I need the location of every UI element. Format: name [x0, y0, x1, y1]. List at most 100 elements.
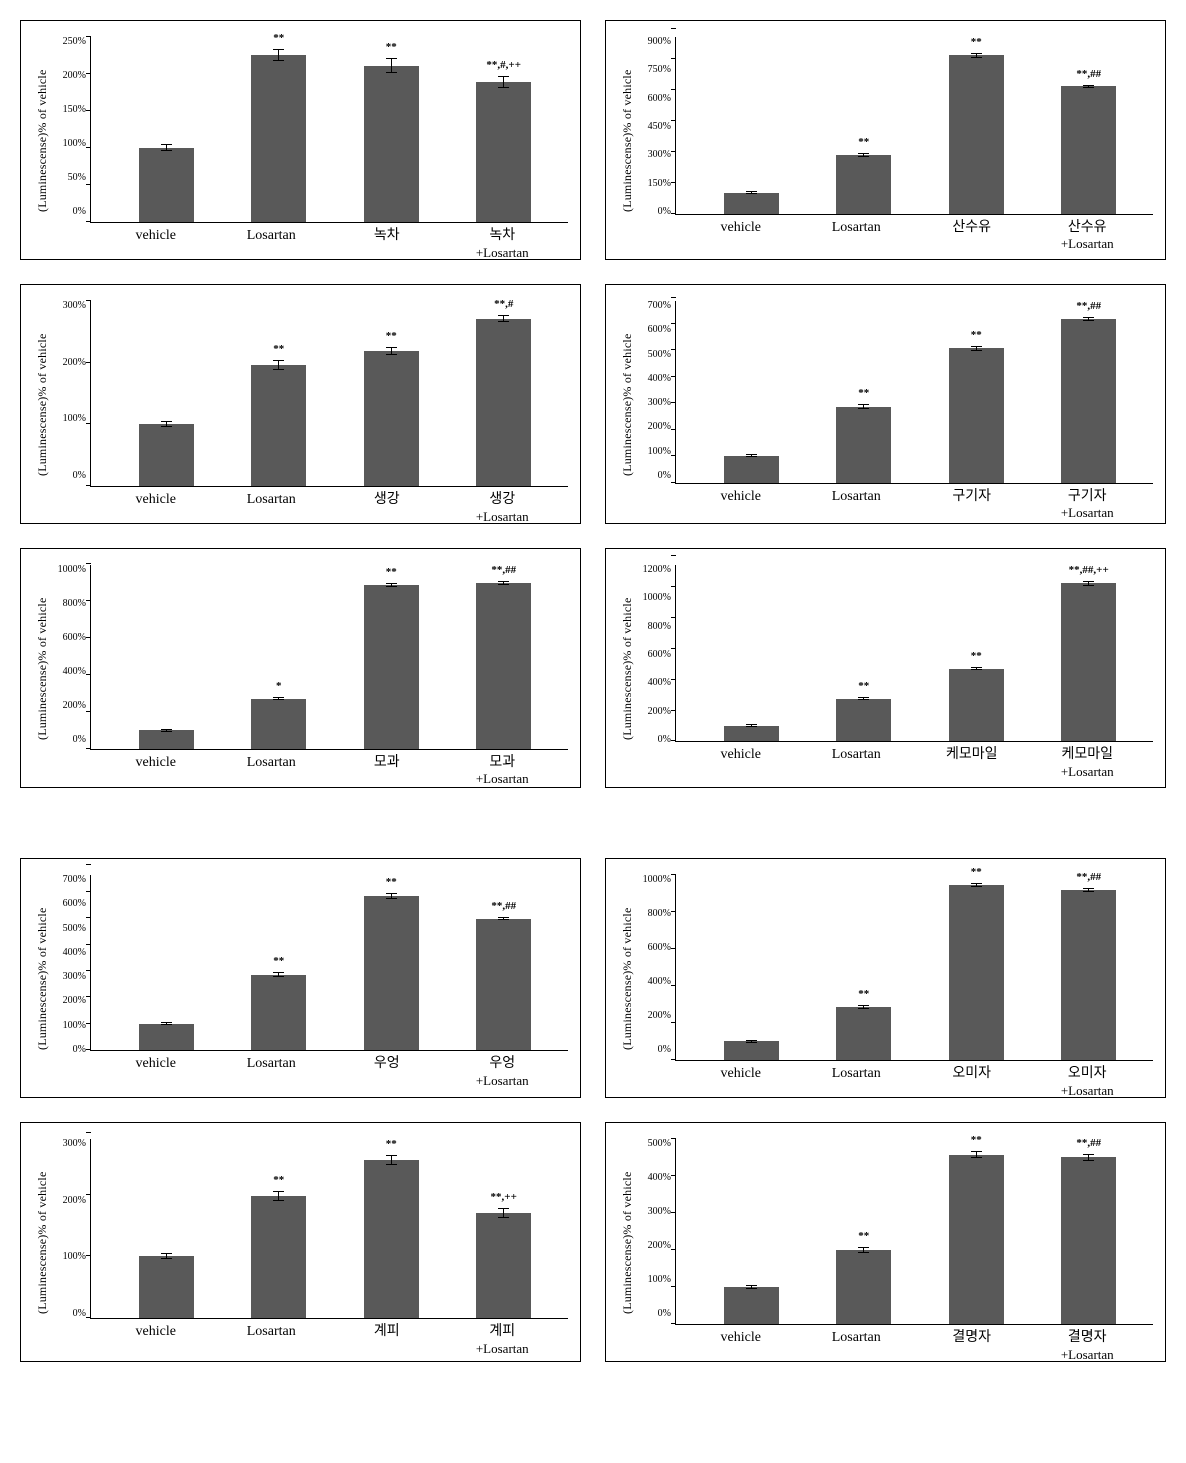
bar: [139, 730, 194, 749]
error-bar: [751, 1040, 752, 1043]
bar-column: **: [926, 651, 1027, 742]
bar: [476, 919, 531, 1051]
error-bar: [278, 49, 279, 61]
error-bar: [863, 404, 864, 409]
x-tick-line1: 오미자: [1036, 1065, 1138, 1083]
x-tick-line1: 우엉: [451, 1055, 553, 1073]
significance-marker: **,##,++: [1069, 565, 1109, 579]
bar-column: [116, 405, 217, 486]
x-tick-label: 케모마일+Losartan: [1036, 746, 1138, 780]
y-tick-mark: [86, 996, 91, 997]
y-tick-label: 300%: [63, 972, 86, 982]
x-tick-line2: +Losartan: [1036, 1083, 1138, 1099]
y-tick-label: 500%: [648, 1139, 671, 1149]
y-tick-mark: [86, 73, 91, 74]
y-tick-label: 0%: [73, 1045, 86, 1055]
bar: [949, 55, 1004, 213]
bar-column: **: [341, 877, 442, 1050]
x-tick-label: Losartan: [805, 1329, 907, 1363]
y-tick-mark: [671, 1059, 676, 1060]
bar-column: **: [813, 388, 914, 482]
y-tick-mark: [86, 1049, 91, 1050]
y-axis-ticks: 300%200%100%0%: [52, 1139, 90, 1319]
bar: [724, 456, 779, 483]
x-tick-label: 우엉+Losartan: [451, 1055, 553, 1089]
y-tick-mark: [671, 349, 676, 350]
x-tick-line2: +Losartan: [451, 1073, 553, 1089]
y-tick-label: 400%: [648, 1173, 671, 1183]
significance-marker: **: [273, 956, 284, 970]
y-tick-label: 200%: [63, 358, 86, 368]
bar: [836, 155, 891, 214]
bar-column: [116, 713, 217, 749]
y-tick-mark: [671, 1212, 676, 1213]
bar: [949, 1155, 1004, 1324]
y-tick-mark: [86, 362, 91, 363]
bar-column: [116, 1006, 217, 1050]
x-tick-line1: 녹차: [451, 227, 553, 245]
y-axis-ticks: 700%600%500%400%300%200%100%0%: [637, 301, 675, 481]
plot-wrap: ******,++vehicleLosartan계피계피+Losartan: [90, 1133, 568, 1353]
y-tick-mark: [86, 944, 91, 945]
bar: [364, 66, 419, 222]
bar-column: [701, 438, 802, 482]
x-axis-labels: vehicleLosartan산수유산수유+Losartan: [675, 215, 1153, 253]
x-tick-label: Losartan: [805, 746, 907, 780]
y-tick-mark: [86, 970, 91, 971]
y-tick-label: 300%: [648, 1207, 671, 1217]
bar: [836, 1250, 891, 1324]
bar-column: **: [341, 567, 442, 749]
error-bar: [503, 917, 504, 920]
bar-column: *: [228, 681, 329, 749]
plot-area: ******,#: [90, 301, 568, 487]
y-tick-label: 150%: [648, 179, 671, 189]
y-tick-mark: [671, 1022, 676, 1023]
y-tick-label: 0%: [658, 1045, 671, 1055]
y-tick-mark: [86, 600, 91, 601]
chart-panel-9: (Luminescense)% of vehicle500%400%300%20…: [605, 1122, 1166, 1362]
plot-wrap: ******,##,++vehicleLosartan케모마일케모마일+Losa…: [675, 559, 1153, 779]
y-tick-label: 0%: [658, 1309, 671, 1319]
significance-marker: **: [273, 344, 284, 358]
error-bar: [166, 729, 167, 732]
bar: [1061, 319, 1116, 482]
y-tick-label: 0%: [658, 735, 671, 745]
chart-body: (Luminescense)% of vehicle250%200%150%10…: [33, 31, 568, 251]
error-bar: [976, 53, 977, 58]
x-tick-label: 결명자: [921, 1329, 1023, 1363]
y-tick-label: 200%: [63, 701, 86, 711]
chart-body: (Luminescense)% of vehicle1000%800%600%4…: [33, 559, 568, 779]
bar-column: **: [228, 33, 329, 222]
y-tick-label: 0%: [73, 207, 86, 217]
bar: [139, 424, 194, 486]
plot-area: ******,##: [675, 875, 1153, 1061]
chart-body: (Luminescense)% of vehicle300%200%100%0%…: [33, 1133, 568, 1353]
bar: [1061, 890, 1116, 1060]
significance-marker: **: [971, 651, 982, 665]
row-spacer: [20, 812, 1166, 834]
y-tick-mark: [671, 213, 676, 214]
x-tick-label: Losartan: [220, 754, 322, 788]
bar: [476, 319, 531, 486]
y-tick-mark: [671, 182, 676, 183]
y-tick-mark: [86, 1132, 91, 1133]
x-tick-line2: +Losartan: [1036, 236, 1138, 252]
plot-wrap: ******,##vehicleLosartan산수유산수유+Losartan: [675, 31, 1153, 251]
x-tick-label: 오미자+Losartan: [1036, 1065, 1138, 1099]
significance-marker: **,##: [491, 565, 516, 579]
bar: [251, 975, 306, 1051]
bar: [251, 55, 306, 222]
y-tick-label: 0%: [73, 735, 86, 745]
error-bar: [391, 58, 392, 73]
plot-area: ******,++: [90, 1139, 568, 1319]
y-tick-mark: [86, 1023, 91, 1024]
error-bar: [1088, 581, 1089, 586]
y-tick-label: 600%: [63, 899, 86, 909]
bar: [949, 669, 1004, 742]
significance-marker: **: [971, 37, 982, 51]
y-tick-mark: [86, 485, 91, 486]
y-tick-mark: [671, 1249, 676, 1250]
y-tick-mark: [86, 1317, 91, 1318]
error-bar: [1088, 85, 1089, 88]
bar: [364, 1160, 419, 1318]
